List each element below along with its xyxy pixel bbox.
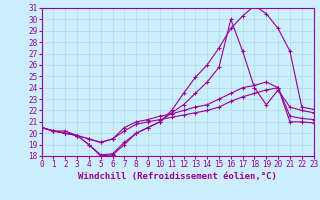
X-axis label: Windchill (Refroidissement éolien,°C): Windchill (Refroidissement éolien,°C) bbox=[78, 172, 277, 181]
